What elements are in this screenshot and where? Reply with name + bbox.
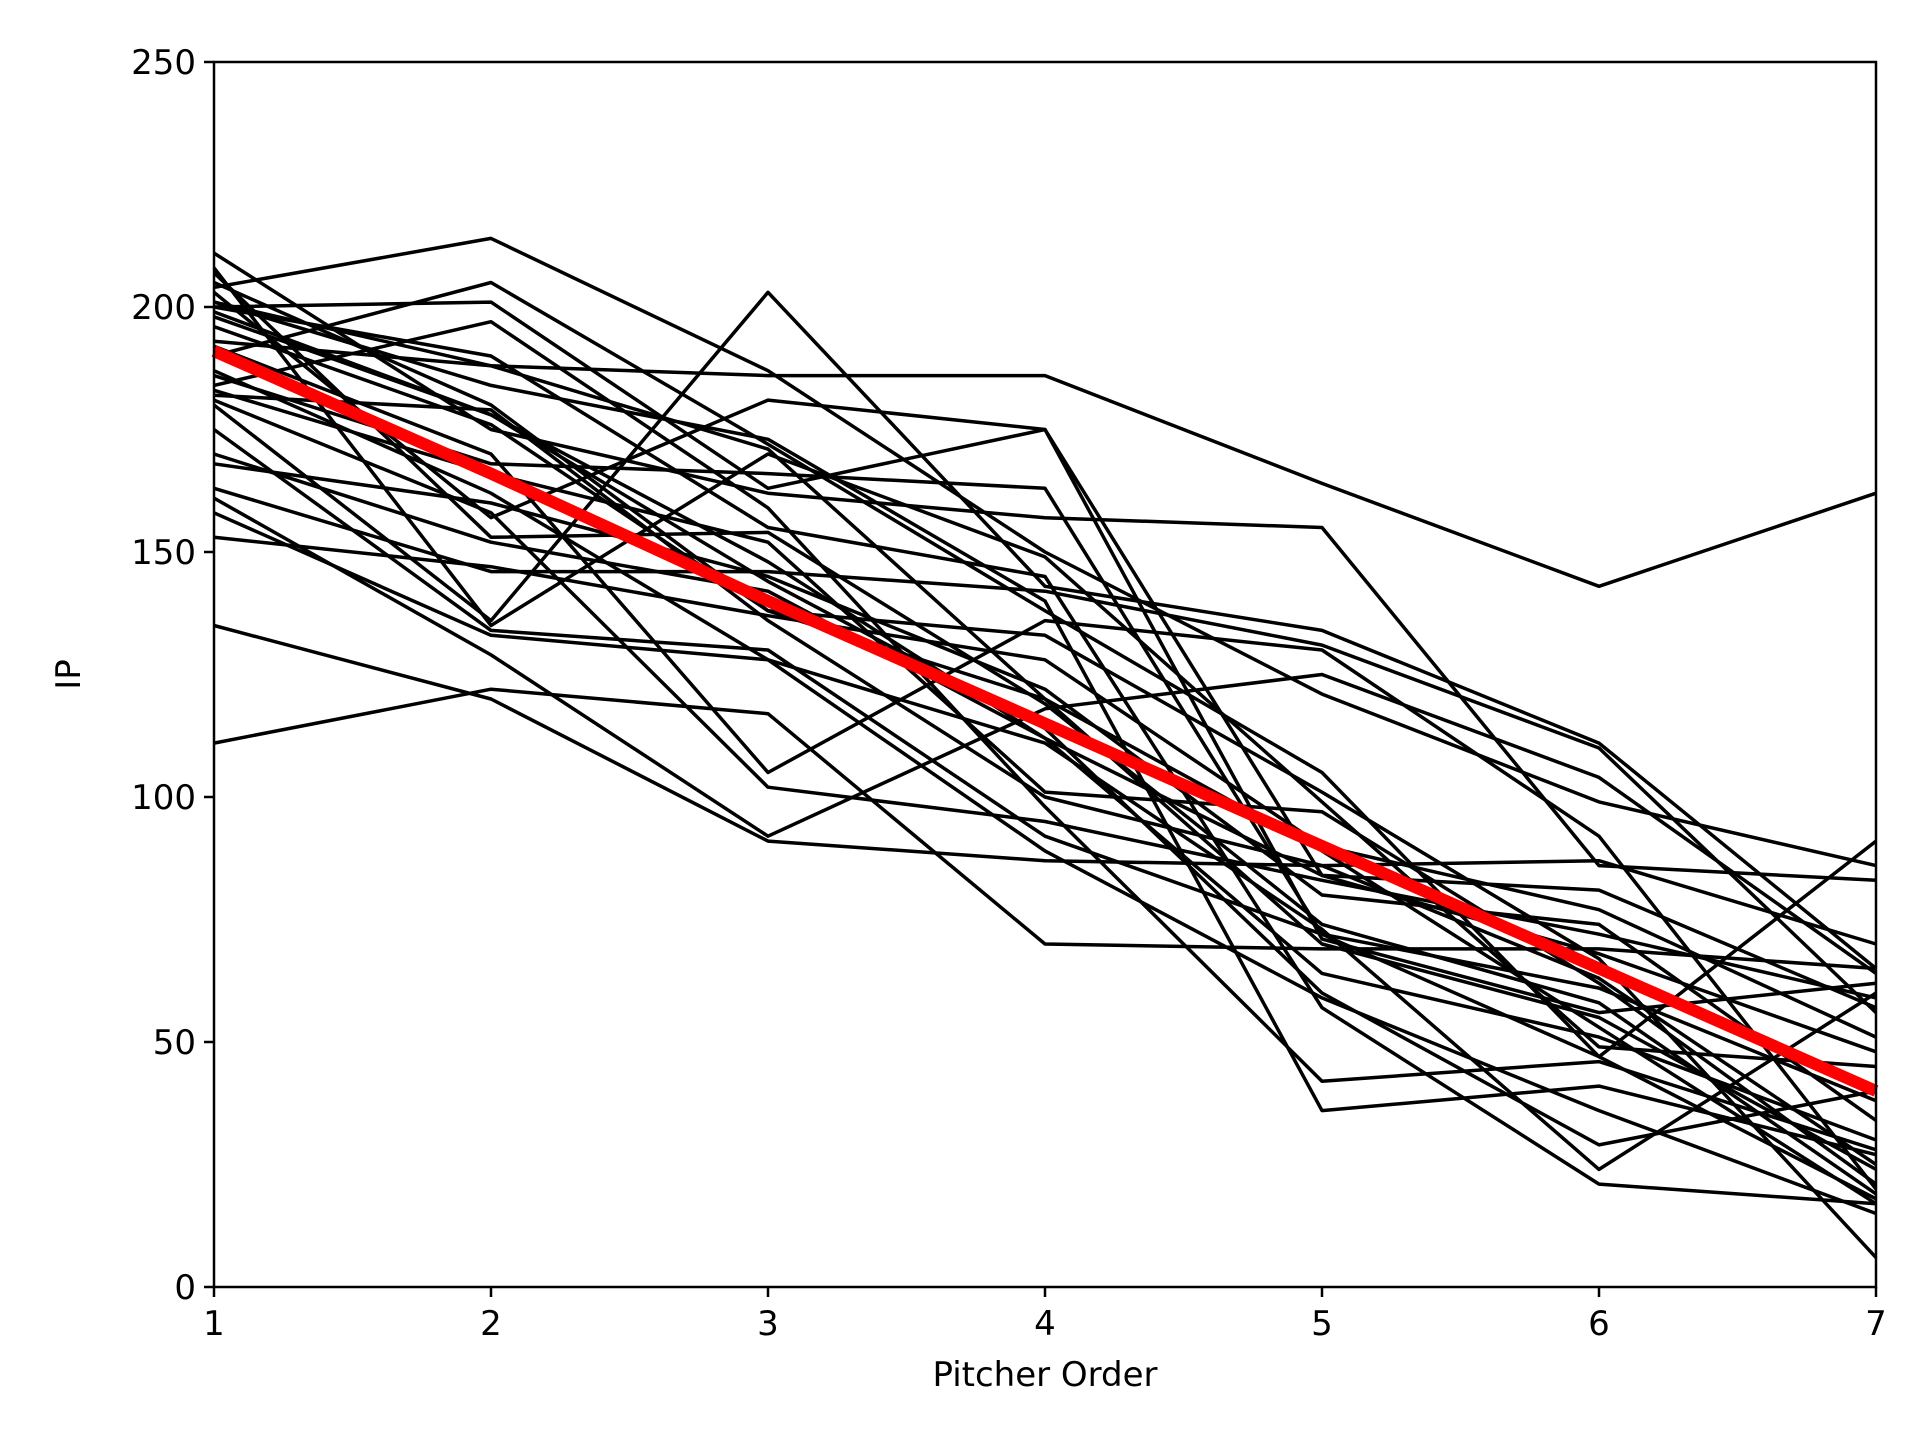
series-line-6 bbox=[213, 687, 1877, 971]
x-tick-label: 6 bbox=[1588, 1304, 1610, 1344]
series-line-1 bbox=[213, 236, 1877, 868]
series-line-2 bbox=[213, 251, 1877, 883]
series-line-26 bbox=[212, 271, 1877, 1196]
x-tick-label: 3 bbox=[757, 1304, 779, 1344]
y-tick-label: 250 bbox=[131, 43, 196, 83]
series-line-15 bbox=[213, 344, 1878, 1191]
series-line-28 bbox=[213, 398, 1877, 1000]
y-tick-label: 50 bbox=[153, 1023, 196, 1063]
mean-line bbox=[211, 345, 1879, 1097]
mean-line-layer bbox=[211, 345, 1879, 1097]
y-tick-label: 200 bbox=[131, 288, 196, 328]
series-line-7 bbox=[213, 623, 1877, 946]
y-tick-label: 150 bbox=[131, 533, 196, 573]
y-tick-label: 100 bbox=[131, 778, 196, 818]
y-axis-label: IP bbox=[49, 659, 89, 690]
series-line-27 bbox=[213, 324, 1878, 1259]
y-axis: 0 50 100 150 200 250 bbox=[131, 43, 214, 1308]
x-axis: 1 2 3 4 5 6 7 bbox=[203, 1287, 1887, 1344]
series-line-14 bbox=[213, 393, 1877, 1166]
x-tick-label: 1 bbox=[203, 1304, 225, 1344]
series-line-18 bbox=[212, 428, 1877, 1201]
x-tick-label: 5 bbox=[1311, 1304, 1333, 1344]
series-line-8 bbox=[212, 290, 1877, 1015]
series-line-21 bbox=[213, 462, 1878, 1122]
series-line-17 bbox=[213, 373, 1877, 1103]
series-line-13 bbox=[213, 496, 1878, 975]
series-line-29 bbox=[213, 369, 1877, 1172]
series-line-19 bbox=[213, 511, 1877, 1216]
series-line-22 bbox=[213, 339, 1877, 1206]
series-line-5 bbox=[212, 290, 1878, 970]
series-line-24 bbox=[213, 300, 1877, 1157]
x-tick-label: 2 bbox=[480, 1304, 502, 1344]
series-line-11 bbox=[213, 535, 1877, 1039]
series-line-12 bbox=[212, 266, 1877, 1069]
y-tick-label: 0 bbox=[174, 1268, 196, 1308]
series-line-23 bbox=[213, 319, 1877, 1152]
x-tick-label: 7 bbox=[1865, 1304, 1887, 1344]
x-tick-label: 4 bbox=[1034, 1304, 1056, 1344]
series-line-10 bbox=[213, 486, 1878, 1014]
x-axis-label: Pitcher Order bbox=[932, 1355, 1157, 1395]
series-line-31 bbox=[213, 305, 1877, 1206]
series-line-32 bbox=[213, 452, 1877, 1054]
series-lines bbox=[212, 236, 1878, 1259]
